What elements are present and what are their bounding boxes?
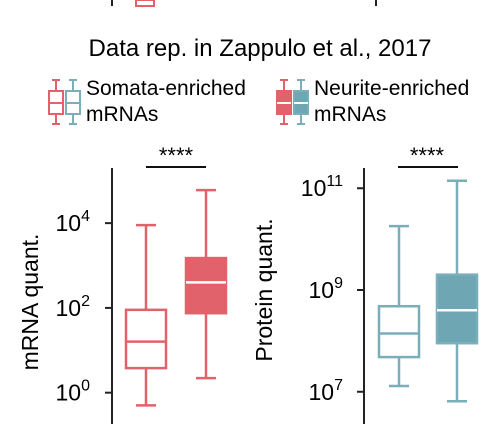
cropped-top-marker	[135, 0, 155, 7]
legend-neurite-swatch	[276, 79, 309, 125]
significance-label-protein: ****	[410, 143, 445, 168]
legend-somata-label-line2: mRNAs	[86, 103, 158, 126]
box-somata	[377, 224, 421, 388]
y-tick-label: 1011	[301, 173, 343, 201]
panel-mrna: mRNA quant. **** 100 102 104	[17, 143, 228, 424]
legend-somata-swatch	[48, 79, 81, 125]
legend-neurite-label-line2: mRNAs	[314, 103, 386, 126]
y-tick-label: 104	[56, 208, 91, 236]
box-iqr	[184, 256, 228, 315]
y-axis-label-protein: Protein quant.	[251, 218, 277, 361]
box-iqr	[435, 273, 479, 345]
chart-title: Data rep. in Zappulo et al., 2017	[89, 35, 432, 62]
significance-label-mrna: ****	[159, 143, 194, 168]
box-neurite	[435, 179, 479, 403]
y-tick-label: 107	[309, 377, 344, 405]
box-iqr	[124, 308, 168, 370]
y-tick-label: 100	[56, 378, 91, 406]
panel-protein: Protein quant. **** 107 109 1011	[251, 143, 479, 424]
box-iqr	[377, 304, 421, 359]
box-somata	[124, 223, 168, 407]
y-axis-label-mrna: mRNA quant.	[17, 234, 43, 371]
y-tick-label: 109	[309, 275, 344, 303]
legend: Somata-enriched mRNAs Neurite-enriched m…	[48, 77, 469, 126]
legend-somata-label-line1: Somata-enriched	[86, 77, 246, 100]
legend-neurite-label-line1: Neurite-enriched	[314, 77, 469, 100]
y-tick-label: 102	[56, 293, 91, 321]
box-neurite	[184, 188, 228, 380]
cropped-top-fragment	[111, 0, 377, 6]
